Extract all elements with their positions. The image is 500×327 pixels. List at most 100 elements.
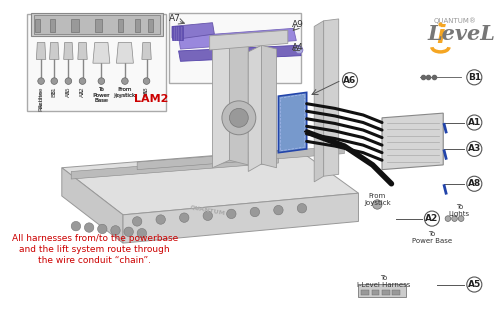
FancyBboxPatch shape [358,284,406,297]
Text: A8: A8 [144,87,149,95]
Circle shape [65,78,71,84]
Circle shape [452,216,458,221]
Text: A3: A3 [468,145,481,153]
Circle shape [467,176,482,191]
Circle shape [144,78,150,84]
FancyBboxPatch shape [172,26,184,40]
Polygon shape [248,45,262,171]
Text: B1: B1 [52,87,57,95]
Circle shape [98,224,107,234]
Text: Recline: Recline [38,90,44,111]
Circle shape [180,213,189,222]
Polygon shape [71,156,278,179]
Text: the wire conduit “chain”.: the wire conduit “chain”. [38,256,152,266]
Circle shape [51,78,58,84]
Circle shape [203,211,212,220]
Circle shape [467,141,482,156]
Circle shape [445,216,451,221]
Text: All harnesses from/to the powerbase: All harnesses from/to the powerbase [12,234,178,243]
Text: LAM2: LAM2 [134,94,168,104]
Polygon shape [137,146,344,170]
Text: QUANTUM: QUANTUM [190,204,226,216]
Polygon shape [178,45,301,61]
FancyBboxPatch shape [30,13,162,36]
Text: A8: A8 [468,179,481,188]
Circle shape [38,78,44,84]
Text: A8: A8 [144,90,149,97]
Text: To
I-Level Harness: To I-Level Harness [357,275,410,288]
Text: From
Joystick: From Joystick [115,87,135,97]
Circle shape [124,227,134,236]
Circle shape [132,217,142,226]
Text: B1: B1 [52,90,57,97]
FancyBboxPatch shape [169,13,301,83]
Circle shape [71,221,81,231]
FancyBboxPatch shape [372,290,379,295]
Circle shape [98,78,104,84]
Text: i: i [436,24,444,48]
Polygon shape [62,149,358,215]
Circle shape [458,216,464,221]
Text: A2: A2 [80,90,85,97]
Text: QUANTUM®: QUANTUM® [434,17,477,24]
Circle shape [122,78,128,84]
Circle shape [467,277,482,292]
Circle shape [79,78,86,84]
Polygon shape [382,113,443,170]
Polygon shape [278,93,306,153]
Circle shape [424,211,440,226]
Polygon shape [62,168,123,243]
FancyBboxPatch shape [71,19,79,32]
Text: A2: A2 [426,214,438,223]
Circle shape [467,115,482,130]
Text: To
Power
Base: To Power Base [94,87,110,103]
Polygon shape [93,43,110,63]
Polygon shape [172,23,214,40]
Polygon shape [230,38,248,165]
Text: B1: B1 [468,73,481,82]
Polygon shape [314,21,324,182]
Text: LeveL: LeveL [427,24,495,44]
Circle shape [222,101,256,135]
Text: A6: A6 [344,76,356,85]
Polygon shape [262,45,276,168]
Circle shape [250,207,260,217]
Polygon shape [50,43,59,60]
Text: From
Joystick: From Joystick [114,87,136,97]
Circle shape [342,73,357,88]
Circle shape [84,223,94,232]
Text: A1: A1 [468,118,481,127]
Polygon shape [78,43,87,60]
FancyBboxPatch shape [27,14,166,111]
Text: A7: A7 [169,14,181,24]
FancyBboxPatch shape [392,290,400,295]
FancyBboxPatch shape [362,290,369,295]
Circle shape [111,226,120,235]
Polygon shape [64,43,73,60]
Text: Recline: Recline [38,87,44,108]
Text: To
Power
Base: To Power Base [92,87,110,103]
Text: To
Power Base: To Power Base [412,231,452,244]
Circle shape [274,205,283,215]
FancyBboxPatch shape [148,19,153,32]
Text: To
Lights: To Lights [448,204,470,217]
Text: A5: A5 [66,90,71,97]
Text: A9: A9 [292,20,304,29]
FancyBboxPatch shape [136,19,140,32]
FancyBboxPatch shape [118,19,123,32]
Text: A5: A5 [468,280,481,289]
Polygon shape [142,43,152,60]
Text: From
Joystick: From Joystick [364,193,390,206]
FancyBboxPatch shape [36,19,40,32]
Circle shape [298,203,306,213]
Circle shape [467,70,482,85]
FancyBboxPatch shape [50,19,55,32]
Text: A4: A4 [292,43,304,52]
FancyBboxPatch shape [382,290,390,295]
Circle shape [137,229,146,238]
Text: A5: A5 [66,87,71,95]
Circle shape [230,109,248,127]
Text: and the lift system route through: and the lift system route through [20,245,170,254]
Circle shape [296,46,303,54]
Polygon shape [116,43,134,63]
